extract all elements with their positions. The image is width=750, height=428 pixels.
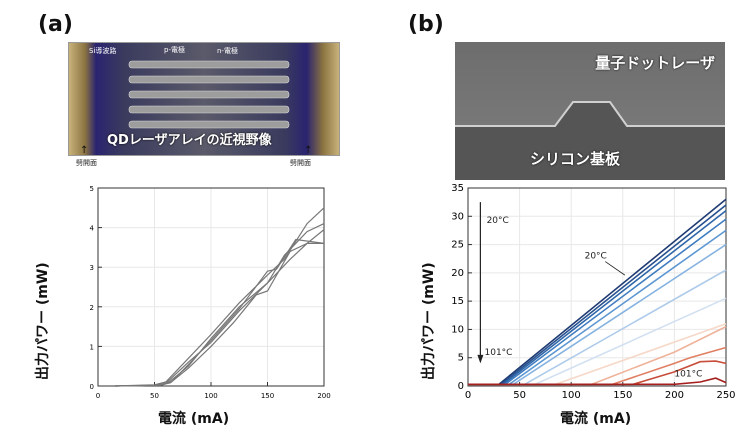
- series-line-4: [114, 229, 325, 387]
- chart-b: 0 5 10 15 20 25 30 35 0 50 100 150 200 250 20°C 20°C 101…: [451, 183, 735, 401]
- temperature-annotation-1: 20°C: [487, 216, 509, 226]
- x-tick-label: 200: [665, 390, 684, 401]
- facet-right-label: 劈開面: [290, 159, 311, 167]
- y-tick-label: 15: [451, 296, 464, 307]
- p-electrode-label: p-電極: [164, 46, 185, 54]
- x-tick-label: 0: [96, 392, 100, 400]
- series-line-4: [468, 218, 727, 386]
- chart-a-ylabel: 出力パワー (mW): [35, 262, 51, 380]
- x-tick-label: 0: [465, 390, 471, 401]
- annotation-leader: [605, 261, 626, 276]
- panel-b-label: (b): [408, 12, 444, 37]
- chart-b-xlabel: 電流 (mA): [560, 411, 632, 427]
- temperature-annotation-3: 101°C: [485, 348, 513, 358]
- x-tick-label: 50: [513, 390, 526, 401]
- qd-laser-text: 量子ドットレーザ: [595, 54, 715, 72]
- x-tick-label: 100: [562, 390, 581, 401]
- facet-left-arrow: ↑: [80, 145, 89, 156]
- x-tick-label: 150: [261, 392, 274, 400]
- si-waveguide-label: Si導波路: [89, 47, 117, 55]
- temperature-annotation-4: 101°C: [674, 369, 702, 379]
- x-tick-label: 250: [716, 390, 735, 401]
- y-tick-label: 5: [458, 353, 464, 364]
- facet-right-arrow: ↑: [304, 145, 313, 156]
- chart-b-ylabel: 出力パワー (mW): [421, 262, 437, 380]
- temperature-annotation-2: 20°C: [585, 252, 607, 262]
- y-tick-label: 4: [90, 225, 95, 233]
- y-tick-label: 5: [90, 185, 94, 193]
- x-tick-label: 100: [204, 392, 217, 400]
- x-tick-label: 150: [613, 390, 632, 401]
- n-electrode-label: n-電極: [217, 47, 238, 55]
- near-field-caption: QDレーザアレイの近視野像: [107, 133, 272, 148]
- series-line-5: [114, 238, 325, 387]
- series-line-13: [468, 377, 727, 386]
- y-tick-label: 0: [458, 381, 464, 392]
- series-line-2: [114, 223, 325, 387]
- sem-ridge-profile: [455, 101, 725, 180]
- y-tick-label: 0: [90, 383, 94, 391]
- temperature-arrow-head: [477, 354, 484, 364]
- x-tick-label: 200: [317, 392, 330, 400]
- facet-left-label: 劈開面: [76, 159, 97, 167]
- si-substrate-text: シリコン基板: [530, 150, 621, 168]
- series-line-1: [114, 207, 325, 387]
- y-tick-label: 2: [90, 304, 94, 312]
- laser-array-photo: Si導波路 p-電極 n-電極 QDレーザアレイの近視野像: [68, 42, 340, 156]
- chart-a-xlabel: 電流 (mA): [158, 411, 230, 427]
- y-tick-label: 30: [451, 211, 464, 222]
- plot-frame: [467, 187, 727, 387]
- panel-a-label: (a): [38, 12, 73, 37]
- y-tick-label: 10: [451, 324, 464, 335]
- y-tick-label: 25: [451, 240, 464, 251]
- series-line-6: [468, 243, 727, 386]
- series-line-3: [114, 242, 324, 387]
- y-tick-label: 3: [90, 264, 94, 272]
- waveguide-stripes: [128, 60, 290, 129]
- sem-image: 量子ドットレーザ シリコン基板: [455, 42, 725, 180]
- x-tick-label: 50: [150, 392, 159, 400]
- y-tick-label: 20: [451, 268, 464, 279]
- y-tick-label: 35: [451, 183, 464, 194]
- y-tick-label: 1: [90, 343, 94, 351]
